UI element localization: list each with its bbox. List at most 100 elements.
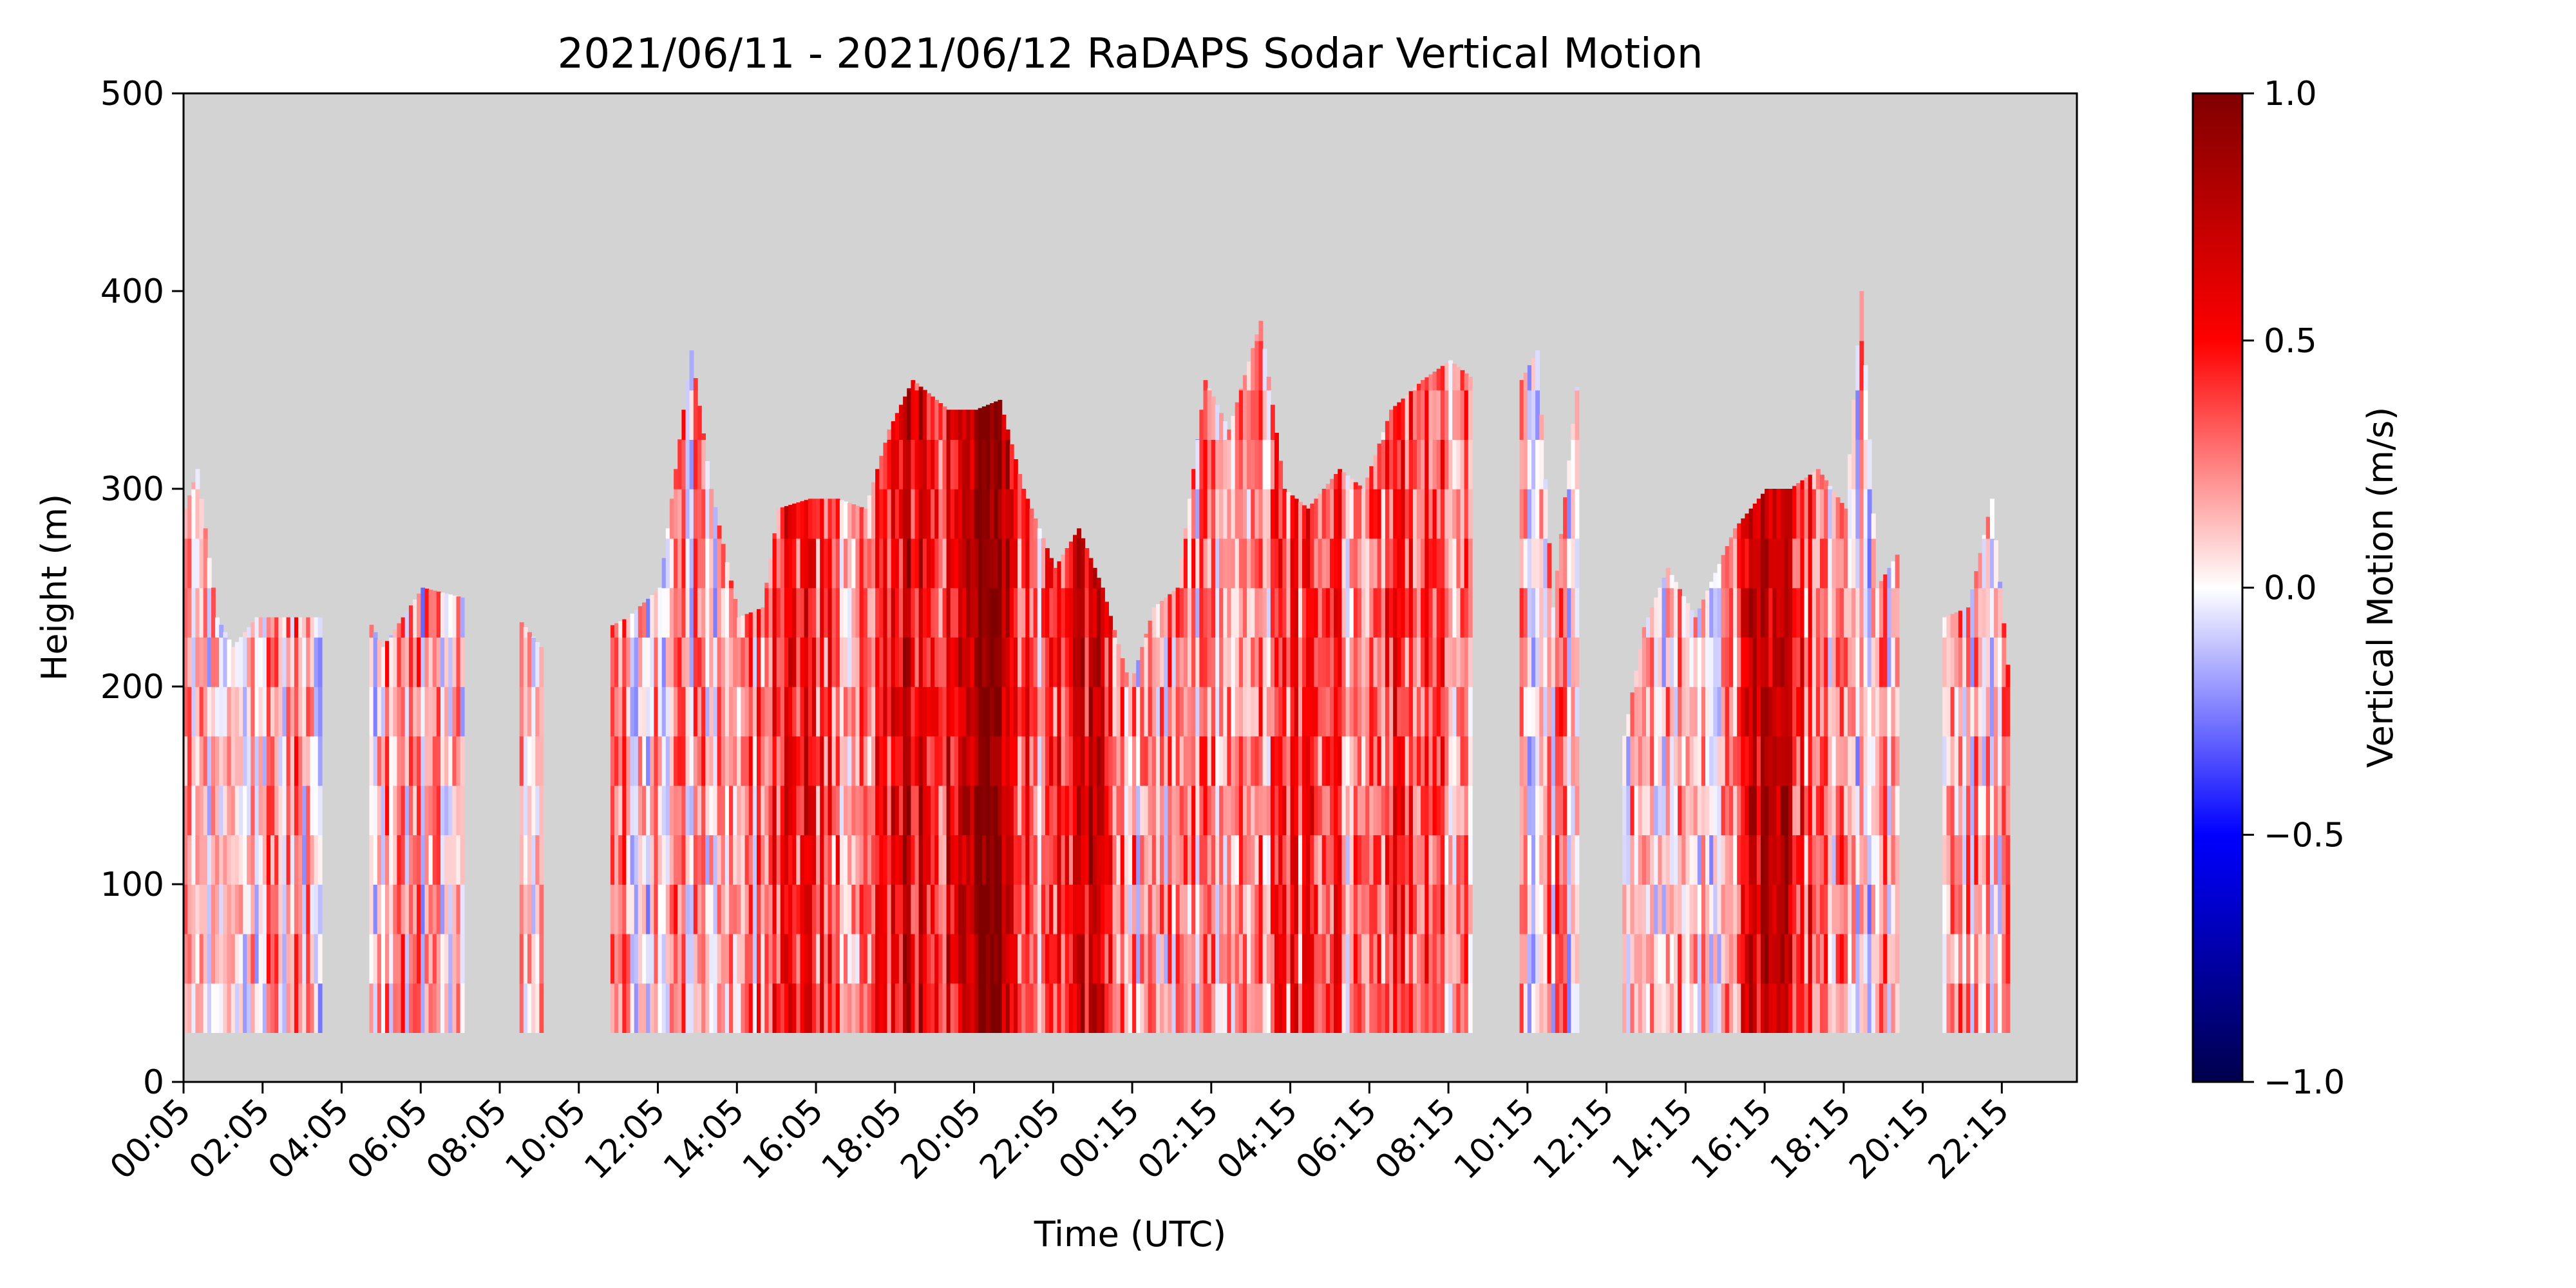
heatmap-cell [962,538,967,589]
heatmap-cell [1752,933,1757,984]
heatmap-cell [1231,687,1236,737]
heatmap-cell [646,785,650,835]
heatmap-cell [697,637,702,687]
heatmap-cell [531,735,536,786]
heatmap-cell [1179,558,1184,589]
heatmap-cell [436,835,441,885]
heatmap-cell [693,587,698,638]
heatmap-cell [1765,489,1769,539]
heatmap-cell [1025,835,1030,885]
heatmap-cell [1835,637,1841,687]
heatmap-cell [974,884,979,934]
heatmap-cell [981,785,987,835]
heatmap-cell [531,637,536,687]
heatmap-cell [748,933,753,984]
heatmap-cell [1998,983,2003,1033]
heatmap-cell [1547,587,1552,638]
heatmap-cell [1421,637,1425,687]
heatmap-cell [1685,884,1690,934]
heatmap-cell [879,489,884,539]
heatmap-cell [436,933,441,984]
heatmap-cell [748,612,753,638]
heatmap-cell [618,735,623,786]
heatmap-cell [1622,735,1627,786]
heatmap-cell [1768,637,1774,687]
heatmap-cell [191,933,196,984]
heatmap-cell [867,687,872,737]
heatmap-cell [776,587,781,638]
heatmap-cell [1207,637,1212,687]
heatmap-cell [626,735,631,786]
heatmap-cell [768,558,773,589]
heatmap-cell [1824,480,1829,489]
heatmap-cell [1531,933,1536,984]
heatmap-cell [1464,735,1469,786]
heatmap-cell [1693,983,1698,1033]
heatmap-cell [539,983,544,1033]
heatmap-cell [1112,630,1117,638]
heatmap-cell [1796,983,1801,1033]
heatmap-cell [195,489,200,539]
heatmap-cell [1401,538,1406,589]
heatmap-cell [970,933,975,984]
heatmap-cell [1175,637,1180,687]
heatmap-cell [1630,983,1635,1033]
heatmap-cell [903,835,907,885]
heatmap-cell [310,735,315,786]
heatmap-cell [1780,785,1785,835]
heatmap-cell [1061,735,1066,786]
heatmap-cell [1381,785,1386,835]
heatmap-cell [1164,785,1169,835]
heatmap-cell [883,587,888,638]
heatmap-cell [1875,983,1880,1033]
heatmap-cell [844,735,848,786]
heatmap-cell [1321,687,1327,737]
heatmap-cell [1804,687,1809,737]
heatmap-cell [1756,933,1761,984]
heatmap-cell [844,538,848,589]
heatmap-cell [274,637,279,687]
heatmap-cell [689,538,694,589]
heatmap-cell [1717,785,1722,835]
heatmap-cell [1168,594,1173,638]
heatmap-cell [1871,785,1876,835]
heatmap-cell [811,983,817,1033]
heatmap-cell [1155,687,1160,737]
heatmap-cell [816,735,820,786]
heatmap-cell [1231,785,1236,835]
heatmap-cell [1057,884,1062,934]
heatmap-cell [1183,528,1188,539]
heatmap-cell [1863,489,1868,539]
heatmap-cell [187,933,192,984]
heatmap-cell [780,983,785,1033]
heatmap-cell [424,884,430,934]
heatmap-cell [978,835,983,885]
heatmap-cell [539,884,544,934]
heatmap-cell [839,933,844,984]
heatmap-cell [1634,983,1639,1033]
heatmap-cell [1005,439,1010,489]
heatmap-cell [1215,983,1220,1033]
heatmap-cell [1369,687,1374,737]
heatmap-cell [1982,587,1987,638]
heatmap-cell [207,587,212,638]
heatmap-cell [1101,785,1105,835]
heatmap-cell [1848,687,1852,737]
heatmap-cell [1828,785,1833,835]
heatmap-cell [1859,983,1864,1033]
heatmap-cell [1551,687,1556,737]
heatmap-cell [413,687,417,737]
heatmap-cell [1523,933,1528,984]
heatmap-cell [831,835,837,885]
heatmap-cell [1298,687,1303,737]
heatmap-cell [931,735,935,786]
heatmap-cell [1357,637,1362,687]
heatmap-cell [895,735,900,786]
heatmap-cell [681,489,687,539]
heatmap-cell [729,983,734,1033]
heatmap-cell [891,933,896,984]
heatmap-cell [713,785,718,835]
heatmap-cell [1092,785,1097,835]
heatmap-cell [1436,587,1441,638]
heatmap-cell [527,735,532,786]
